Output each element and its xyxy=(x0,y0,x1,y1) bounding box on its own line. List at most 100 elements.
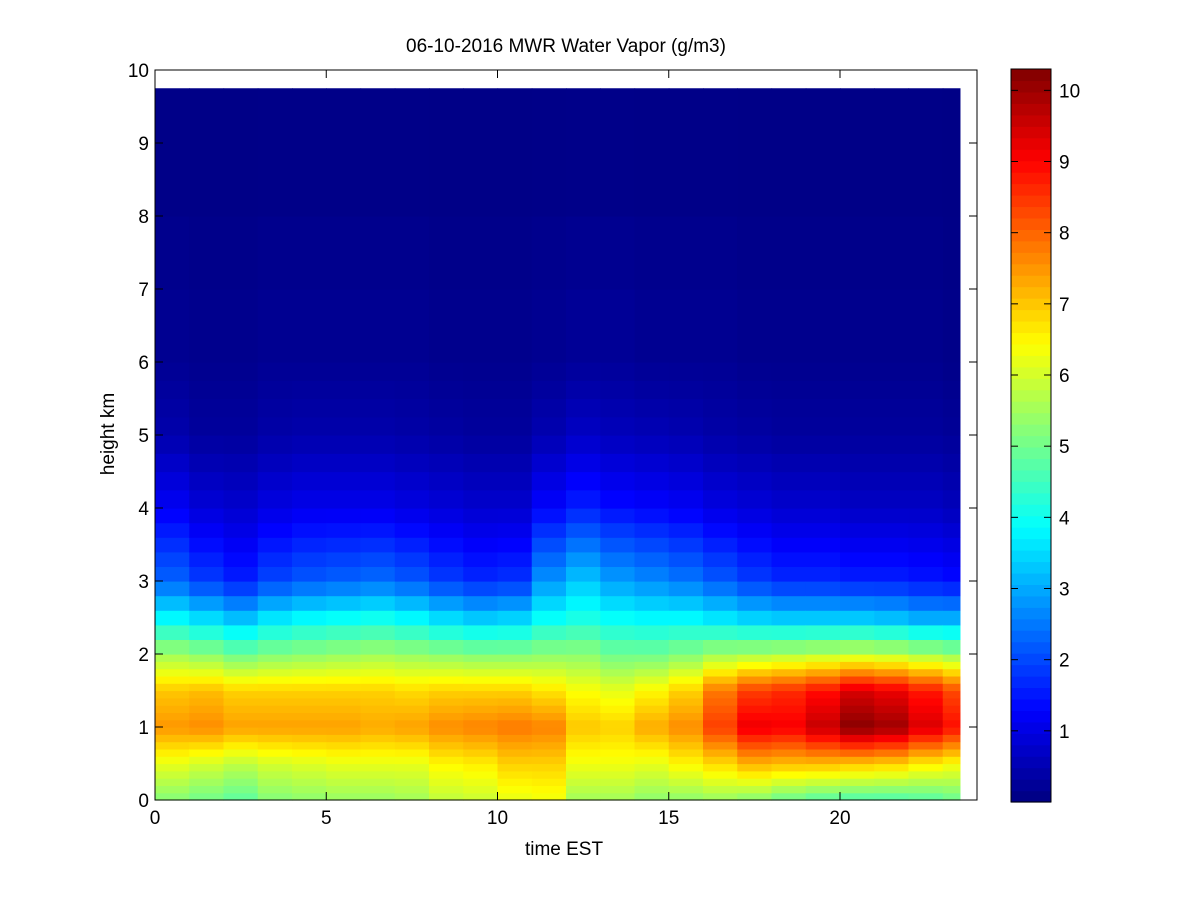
heatmap-cell xyxy=(189,398,225,418)
heatmap-cell xyxy=(326,522,362,538)
colorbar-swatch xyxy=(1011,366,1051,379)
colorbar-swatch xyxy=(1011,183,1051,196)
heatmap-cell xyxy=(600,770,636,779)
heatmap-cell xyxy=(634,697,670,706)
heatmap-cell xyxy=(805,610,841,626)
heatmap-cell xyxy=(531,727,567,735)
heatmap-cell xyxy=(805,763,841,772)
heatmap-cell xyxy=(292,624,327,640)
heatmap-cell xyxy=(155,216,190,290)
heatmap-cell xyxy=(737,362,773,381)
heatmap-cell xyxy=(668,697,704,706)
heatmap-cell xyxy=(360,522,396,538)
heatmap-cell xyxy=(942,763,961,772)
heatmap-cell xyxy=(703,471,738,491)
heatmap-cell xyxy=(326,362,362,381)
heatmap-cell xyxy=(840,734,875,743)
heatmap-cell xyxy=(771,705,807,713)
heatmap-cell xyxy=(668,785,704,794)
colorbar-swatch xyxy=(1011,424,1051,437)
heatmap-cell xyxy=(874,522,910,538)
heatmap-cell xyxy=(600,581,636,597)
heatmap-cell xyxy=(429,778,464,786)
heatmap-cell xyxy=(942,581,961,597)
heatmap-cell xyxy=(737,639,773,655)
heatmap-cell xyxy=(531,719,567,728)
heatmap-cell xyxy=(463,748,499,757)
heatmap-cell xyxy=(805,668,841,677)
heatmap-cell xyxy=(874,741,910,750)
heatmap-cell xyxy=(394,756,430,765)
heatmap-cell xyxy=(326,398,362,418)
heatmap-cell xyxy=(394,416,430,436)
heatmap-cell xyxy=(223,522,259,538)
heatmap-cell xyxy=(497,453,533,473)
heatmap-cell xyxy=(292,748,327,757)
heatmap-cell xyxy=(292,741,327,750)
heatmap-cell xyxy=(942,770,961,779)
heatmap-cell xyxy=(703,748,738,757)
heatmap-cell xyxy=(703,727,738,735)
heatmap-cell xyxy=(634,595,670,611)
heatmap-cell xyxy=(189,741,225,750)
heatmap-cell xyxy=(771,398,807,418)
heatmap-cell xyxy=(840,697,875,706)
colorbar-swatch xyxy=(1011,172,1051,185)
heatmap-cell xyxy=(634,551,670,567)
heatmap-cell xyxy=(155,683,190,692)
heatmap-cell xyxy=(155,748,190,757)
heatmap-cell xyxy=(155,690,190,699)
heatmap-cell xyxy=(874,654,910,662)
heatmap-cell xyxy=(497,489,533,509)
heatmap-cell xyxy=(223,610,259,626)
heatmap-cell xyxy=(805,471,841,491)
heatmap-cell xyxy=(429,581,464,597)
heatmap-cell xyxy=(942,508,961,524)
heatmap-cell xyxy=(497,748,533,757)
heatmap-cell xyxy=(771,719,807,728)
heatmap-cell xyxy=(292,398,327,418)
heatmap-cell xyxy=(805,551,841,567)
heatmap-cell xyxy=(737,661,773,670)
heatmap-cell xyxy=(908,639,944,655)
heatmap-cell xyxy=(805,756,841,765)
heatmap-cell xyxy=(223,778,259,786)
heatmap-cell xyxy=(771,416,807,436)
heatmap-cell xyxy=(429,683,464,692)
heatmap-cell xyxy=(942,289,961,363)
heatmap-cell xyxy=(737,216,773,290)
heatmap-cell xyxy=(703,595,738,611)
colorbar-swatch xyxy=(1011,469,1051,482)
heatmap-cell xyxy=(360,719,396,728)
heatmap-cell xyxy=(874,489,910,509)
heatmap-cell xyxy=(531,416,567,436)
heatmap-cell xyxy=(394,489,430,509)
heatmap-cell xyxy=(771,624,807,640)
heatmap-cell xyxy=(634,639,670,655)
heatmap-cell xyxy=(874,763,910,772)
heatmap-cell xyxy=(600,712,636,721)
heatmap-cell xyxy=(874,471,910,491)
heatmap-cell xyxy=(703,785,738,794)
heatmap-cell xyxy=(566,610,601,626)
heatmap-cell xyxy=(566,453,601,473)
heatmap-cell xyxy=(942,610,961,626)
heatmap-cell xyxy=(257,748,293,757)
heatmap-cell xyxy=(223,639,259,655)
heatmap-cell xyxy=(223,756,259,765)
heatmap-cell xyxy=(429,216,464,290)
heatmap-cell xyxy=(463,88,499,217)
heatmap-cell xyxy=(223,770,259,779)
heatmap-cell xyxy=(429,719,464,728)
heatmap-cell xyxy=(326,551,362,567)
heatmap-cell xyxy=(326,654,362,662)
heatmap-cell xyxy=(566,741,601,750)
heatmap-cell xyxy=(360,566,396,582)
heatmap-cell xyxy=(326,489,362,509)
heatmap-cell xyxy=(155,668,190,677)
heatmap-cell xyxy=(737,380,773,400)
heatmap-cell xyxy=(429,654,464,662)
heatmap-cell xyxy=(223,362,259,381)
heatmap-cell xyxy=(360,537,396,553)
heatmap-cell xyxy=(737,741,773,750)
